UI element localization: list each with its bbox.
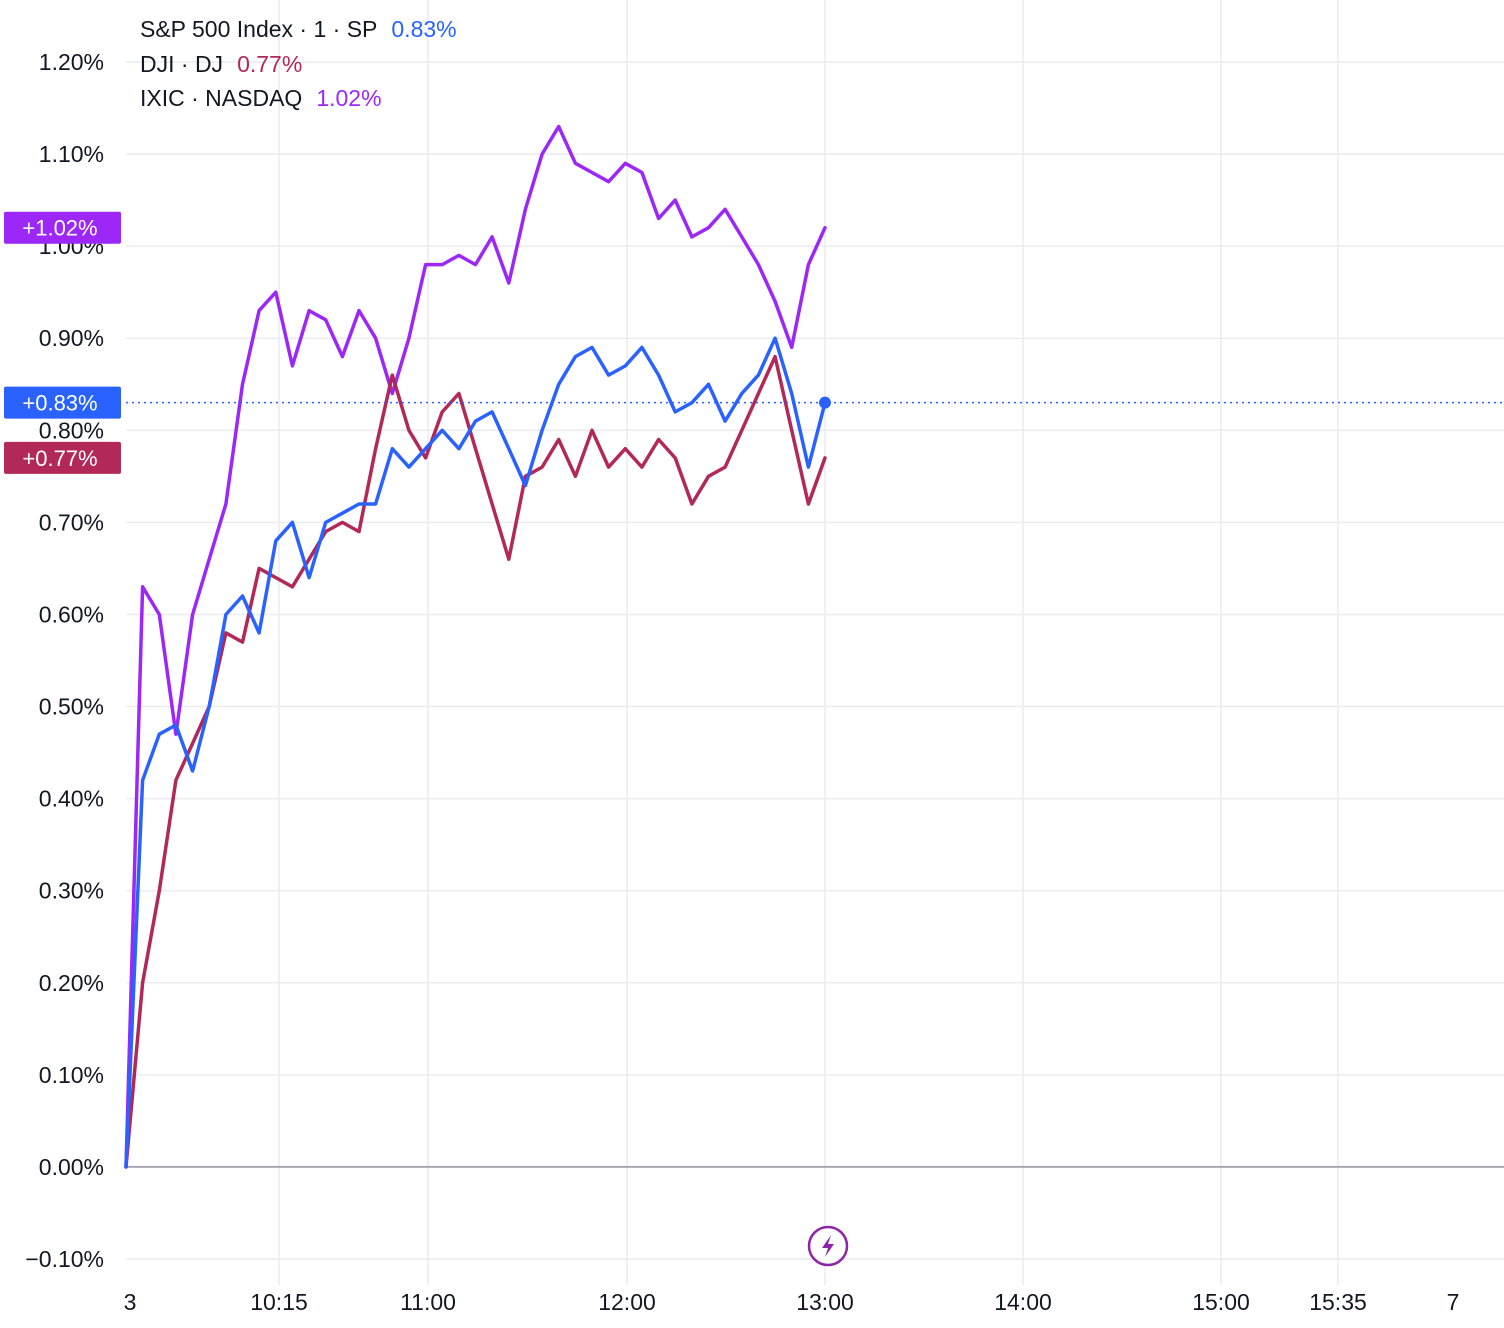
legend-series-name: S&P 500 Index · 1 · SP [140, 16, 378, 42]
legend-series-value: 0.77% [237, 50, 303, 77]
series-line [124, 354, 827, 1169]
price-badge [4, 386, 121, 419]
series-line [124, 124, 827, 1169]
last-value-marker [819, 396, 831, 409]
legend-item-ixic[interactable]: IXIC · NASDAQ 1.02% [140, 81, 457, 116]
y-tick-label: 1.20% [39, 49, 104, 75]
x-tick-label: 15:00 [1192, 1289, 1250, 1315]
legend-item-sp500[interactable]: S&P 500 Index · 1 · SP 0.83% [140, 12, 457, 47]
legend-series-name: DJI · DJ [140, 50, 224, 77]
y-tick-label: 0.90% [39, 325, 104, 351]
price-badge-text: +0.83% [22, 391, 97, 416]
price-badge-text: +1.02% [22, 216, 97, 241]
y-tick-label: 0.00% [39, 1154, 104, 1180]
price-badge [4, 211, 121, 244]
y-tick-label: 1.10% [39, 141, 104, 167]
y-tick-label: 0.80% [39, 417, 104, 443]
legend-series-value: 0.83% [391, 16, 457, 42]
price-badge [4, 441, 121, 474]
series-lines [124, 124, 1504, 1169]
y-tick-label: 0.50% [39, 694, 104, 720]
y-tick-label: 0.40% [39, 786, 104, 812]
y-tick-label: 0.10% [39, 1062, 104, 1088]
grid-lines [126, 0, 1504, 1285]
series-line [124, 336, 827, 1169]
y-tick-label: 0.70% [39, 509, 104, 535]
y-tick-label: 0.30% [39, 878, 104, 904]
x-tick-label: 3 [124, 1289, 137, 1315]
price-badge-text: +0.77% [22, 446, 97, 471]
lightning-icon[interactable] [807, 1225, 849, 1267]
x-axis-tick-labels: 3 10:15 11:00 12:00 13:00 14:00 15:00 15:35 7 [124, 1289, 1460, 1315]
x-tick-label: 13:00 [796, 1289, 854, 1315]
price-badges: +1.02% +0.83% +0.77% [4, 211, 121, 474]
y-tick-label: −0.10% [25, 1246, 104, 1272]
legend-series-value: 1.02% [316, 85, 382, 111]
x-tick-label: 10:15 [250, 1289, 308, 1315]
x-tick-label: 12:00 [598, 1289, 656, 1315]
x-tick-label: 7 [1447, 1289, 1460, 1315]
legend-series-name: IXIC · NASDAQ [140, 85, 303, 111]
legend-item-dji[interactable]: DJI · DJ 0.77% [140, 47, 457, 82]
x-tick-label: 14:00 [994, 1289, 1052, 1315]
y-tick-label: 0.60% [39, 601, 104, 627]
x-tick-label: 11:00 [400, 1289, 456, 1315]
x-tick-label: 15:35 [1309, 1289, 1367, 1315]
chart-legend: S&P 500 Index · 1 · SP 0.83% DJI · DJ 0.77… [140, 12, 457, 116]
y-tick-label: 0.20% [39, 970, 104, 996]
